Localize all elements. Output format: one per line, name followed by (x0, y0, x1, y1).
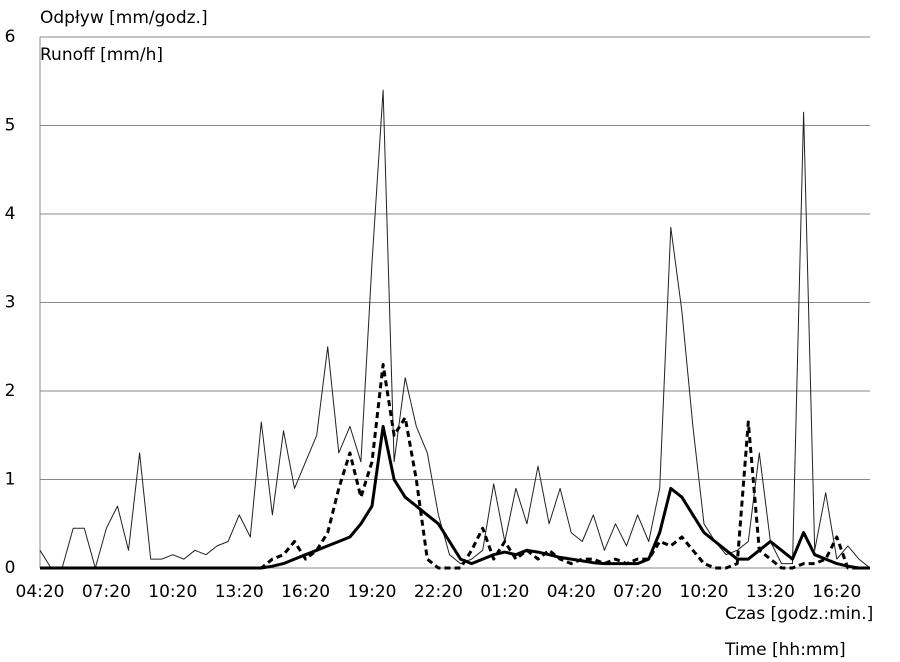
x-tick-label: 13:20 (746, 582, 795, 602)
x-tick-label: 16:20 (281, 582, 330, 602)
x-tick-label: 07:20 (82, 582, 131, 602)
y-tick-label: 5 (5, 116, 16, 136)
x-label-line: Czas [godz.:min.] (725, 604, 873, 624)
y-tick-label: 3 (5, 293, 16, 313)
x-tick-label: 07:20 (613, 582, 662, 602)
x-tick-label: 22:20 (414, 582, 463, 602)
x-label-line: Time [hh:mm] (724, 640, 846, 660)
x-tick-label: 01:20 (480, 582, 529, 602)
x-tick-label: 16:20 (812, 582, 861, 602)
series-line (40, 363, 870, 570)
y-label-line: Runoff [mm/h] (40, 45, 163, 65)
y-tick-label: 4 (5, 204, 16, 224)
x-tick-label: 10:20 (680, 582, 729, 602)
x-tick-label: 04:20 (16, 582, 65, 602)
y-label-line: Odpływ [mm/godz.] (40, 8, 208, 28)
x-tick-label: 19:20 (348, 582, 397, 602)
y-tick-label: 6 (5, 27, 16, 47)
y-tick-label: 1 (5, 470, 16, 490)
x-tick-label: 04:20 (547, 582, 596, 602)
y-tick-label: 2 (5, 381, 16, 401)
x-tick-label: 13:20 (215, 582, 264, 602)
series-line (39, 89, 871, 569)
x-tick-label: 10:20 (148, 582, 197, 602)
y-tick-label: 0 (5, 558, 16, 578)
series-line (40, 424, 870, 570)
